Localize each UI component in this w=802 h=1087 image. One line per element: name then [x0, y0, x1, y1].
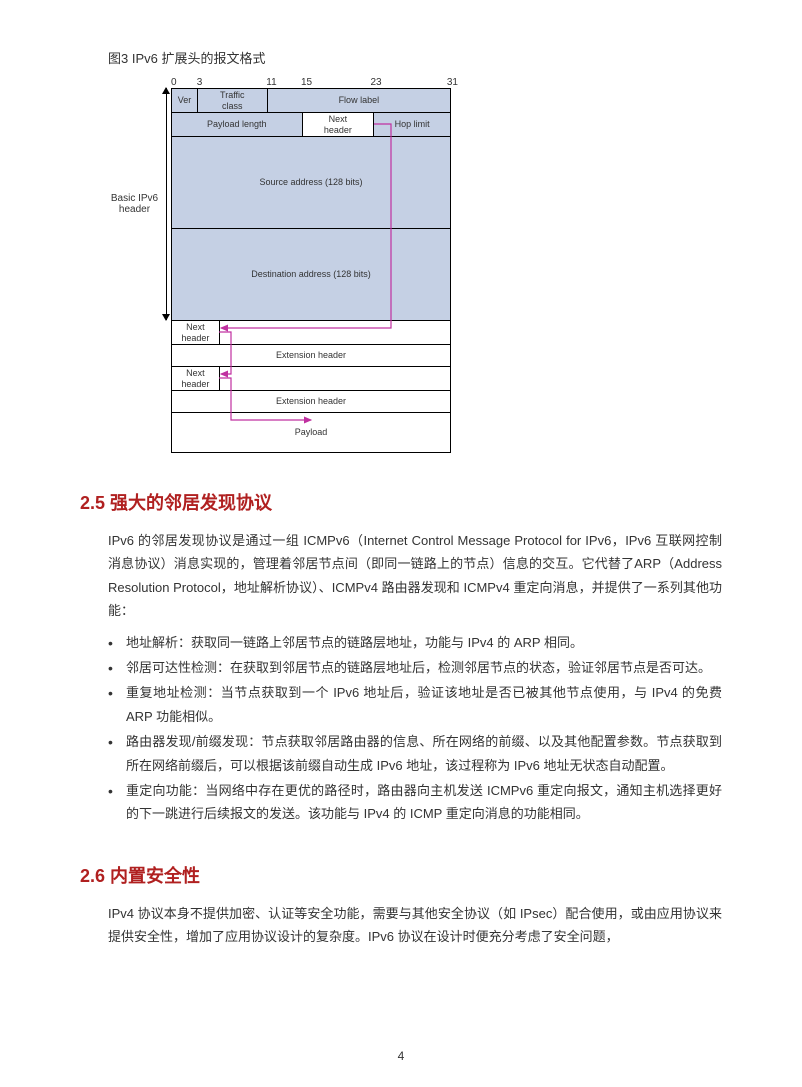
packet-row: Payload lengthNext headerHop limit — [172, 113, 451, 137]
section-2-6-para: IPv4 协议本身不提供加密、认证等安全功能，需要与其他安全协议（如 IPsec… — [108, 902, 722, 949]
list-item: 重复地址检测：当节点获取到一个 IPv6 地址后，验证该地址是否已被其他节点使用… — [108, 681, 722, 728]
packet-field: Traffic class — [198, 89, 268, 113]
bracket-arrow-down-icon — [162, 314, 170, 321]
packet-field: Payload — [172, 413, 451, 453]
section-2-5-heading: 2.5 强大的邻居发现协议 — [80, 489, 722, 515]
list-item: 邻居可达性检测：在获取到邻居节点的链路层地址后，检测邻居节点的状态，验证邻居节点… — [108, 656, 722, 679]
bit-marker: 0 — [171, 77, 197, 88]
packet-field: Next header — [172, 367, 220, 391]
packet-row: Extension header — [172, 391, 451, 413]
packet-row: VerTraffic classFlow label — [172, 89, 451, 113]
packet-field — [220, 321, 451, 345]
packet-field: Extension header — [172, 391, 451, 413]
packet-diagram: 0311152331 Basic IPv6 header VerTraffic … — [108, 77, 458, 453]
bit-marker: 15 — [301, 77, 370, 88]
packet-row: Extension header — [172, 345, 451, 367]
page-number: 4 — [0, 1049, 802, 1063]
packet-container: Basic IPv6 header VerTraffic classFlow l… — [108, 88, 458, 453]
packet-row: Source address (128 bits) — [172, 137, 451, 229]
list-item: 重定向功能：当网络中存在更优的路径时，路由器向主机发送 ICMPv6 重定向报文… — [108, 779, 722, 826]
bit-ruler: 0311152331 — [171, 77, 458, 88]
packet-field: Destination address (128 bits) — [172, 229, 451, 321]
section-2-5-para: IPv6 的邻居发现协议是通过一组 ICMPv6（Internet Contro… — [108, 529, 722, 623]
packet-field: Next header — [303, 113, 375, 137]
bit-marker: 23 — [370, 77, 446, 88]
packet-row: Next header — [172, 367, 451, 391]
section-2-6-heading: 2.6 内置安全性 — [80, 862, 722, 888]
packet-field: Ver — [172, 89, 198, 113]
figure-caption: 图3 IPv6 扩展头的报文格式 — [108, 48, 722, 67]
packet-row: Next header — [172, 321, 451, 345]
bracket-label: Basic IPv6 header — [111, 193, 168, 215]
list-item: 路由器发现/前缀发现：节点获取邻居路由器的信息、所在网络的前缀、以及其他配置参数… — [108, 730, 722, 777]
list-item: 地址解析：获取同一链路上邻居节点的链路层地址，功能与 IPv4 的 ARP 相同… — [108, 631, 722, 654]
packet-field: Extension header — [172, 345, 451, 367]
bracket-arrow-up-icon — [162, 87, 170, 94]
packet-field: Flow label — [268, 89, 451, 113]
bracket-line — [166, 88, 167, 320]
bit-marker: 31 — [447, 77, 458, 88]
bit-marker: 3 — [197, 77, 266, 88]
packet-field: Source address (128 bits) — [172, 137, 451, 229]
packet-field: Hop limit — [374, 113, 451, 137]
packet-field: Next header — [172, 321, 220, 345]
basic-ipv6-header-bracket: Basic IPv6 header — [108, 88, 171, 320]
packet-field — [220, 367, 451, 391]
packet-row: Destination address (128 bits) — [172, 229, 451, 321]
section-2-5-bullets: 地址解析：获取同一链路上邻居节点的链路层地址，功能与 IPv4 的 ARP 相同… — [108, 631, 722, 826]
packet-field: Payload length — [172, 113, 303, 137]
bit-marker: 11 — [266, 77, 301, 88]
packet-grid: VerTraffic classFlow labelPayload length… — [171, 88, 451, 453]
packet-row: Payload — [172, 413, 451, 453]
